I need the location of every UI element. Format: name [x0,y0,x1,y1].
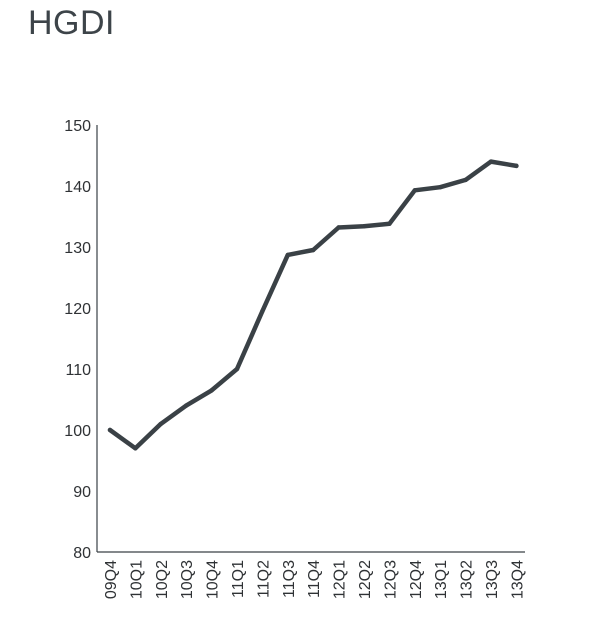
data-point [438,185,443,190]
x-tick-label: 10Q3 [179,560,196,599]
y-tick-label: 130 [64,240,91,257]
data-point [209,388,214,393]
x-tick-label: 11Q1 [230,560,247,598]
x-tick-label: 11Q4 [306,560,323,598]
x-tick-label: 13Q1 [433,560,450,599]
y-tick-label: 120 [64,301,91,318]
y-tick-label: 150 [64,118,91,135]
x-tick-label: 13Q3 [484,560,501,599]
x-tick-label: 13Q4 [509,560,526,599]
data-point [158,421,163,427]
y-tick-label: 80 [73,545,91,562]
x-tick-label: 12Q1 [332,560,349,599]
x-tick-label: 10Q4 [205,560,222,599]
series-line [107,159,519,451]
x-tick-label: 12Q2 [357,560,374,599]
y-tick-label: 110 [65,362,91,379]
x-tick-label: 13Q2 [459,560,476,599]
data-point [387,221,392,227]
chart-title: HGDI [28,4,115,42]
y-tick-label: 100 [64,423,91,440]
data-point [107,427,113,433]
data-point [412,188,417,193]
x-tick-label: 10Q1 [128,560,145,599]
data-point [488,159,494,164]
y-tick-label: 140 [64,179,91,196]
data-point [260,308,265,314]
data-point [463,177,468,183]
data-point [184,403,189,408]
x-tick-label: 11Q3 [281,560,298,598]
x-axis: 09Q4 10Q1 10Q2 10Q3 10Q4 11Q1 11Q2 11Q3 11Q4 12Q1… [97,551,526,599]
x-tick-label: 12Q4 [408,560,425,599]
data-point [336,225,341,230]
data-point [133,446,138,451]
data-point [311,247,316,253]
y-axis: 80 90 100 110 120 130 140 150 [64,118,98,562]
data-point [361,224,367,229]
data-point [514,163,519,169]
x-tick-label: 12Q3 [382,560,399,599]
x-tick-label: 11Q2 [255,560,272,598]
data-point [234,366,240,372]
x-tick-label: 09Q4 [103,560,120,599]
x-tick-label: 10Q2 [154,560,171,599]
series-layer [107,159,519,451]
data-point [285,252,290,258]
y-tick-label: 90 [73,484,91,501]
